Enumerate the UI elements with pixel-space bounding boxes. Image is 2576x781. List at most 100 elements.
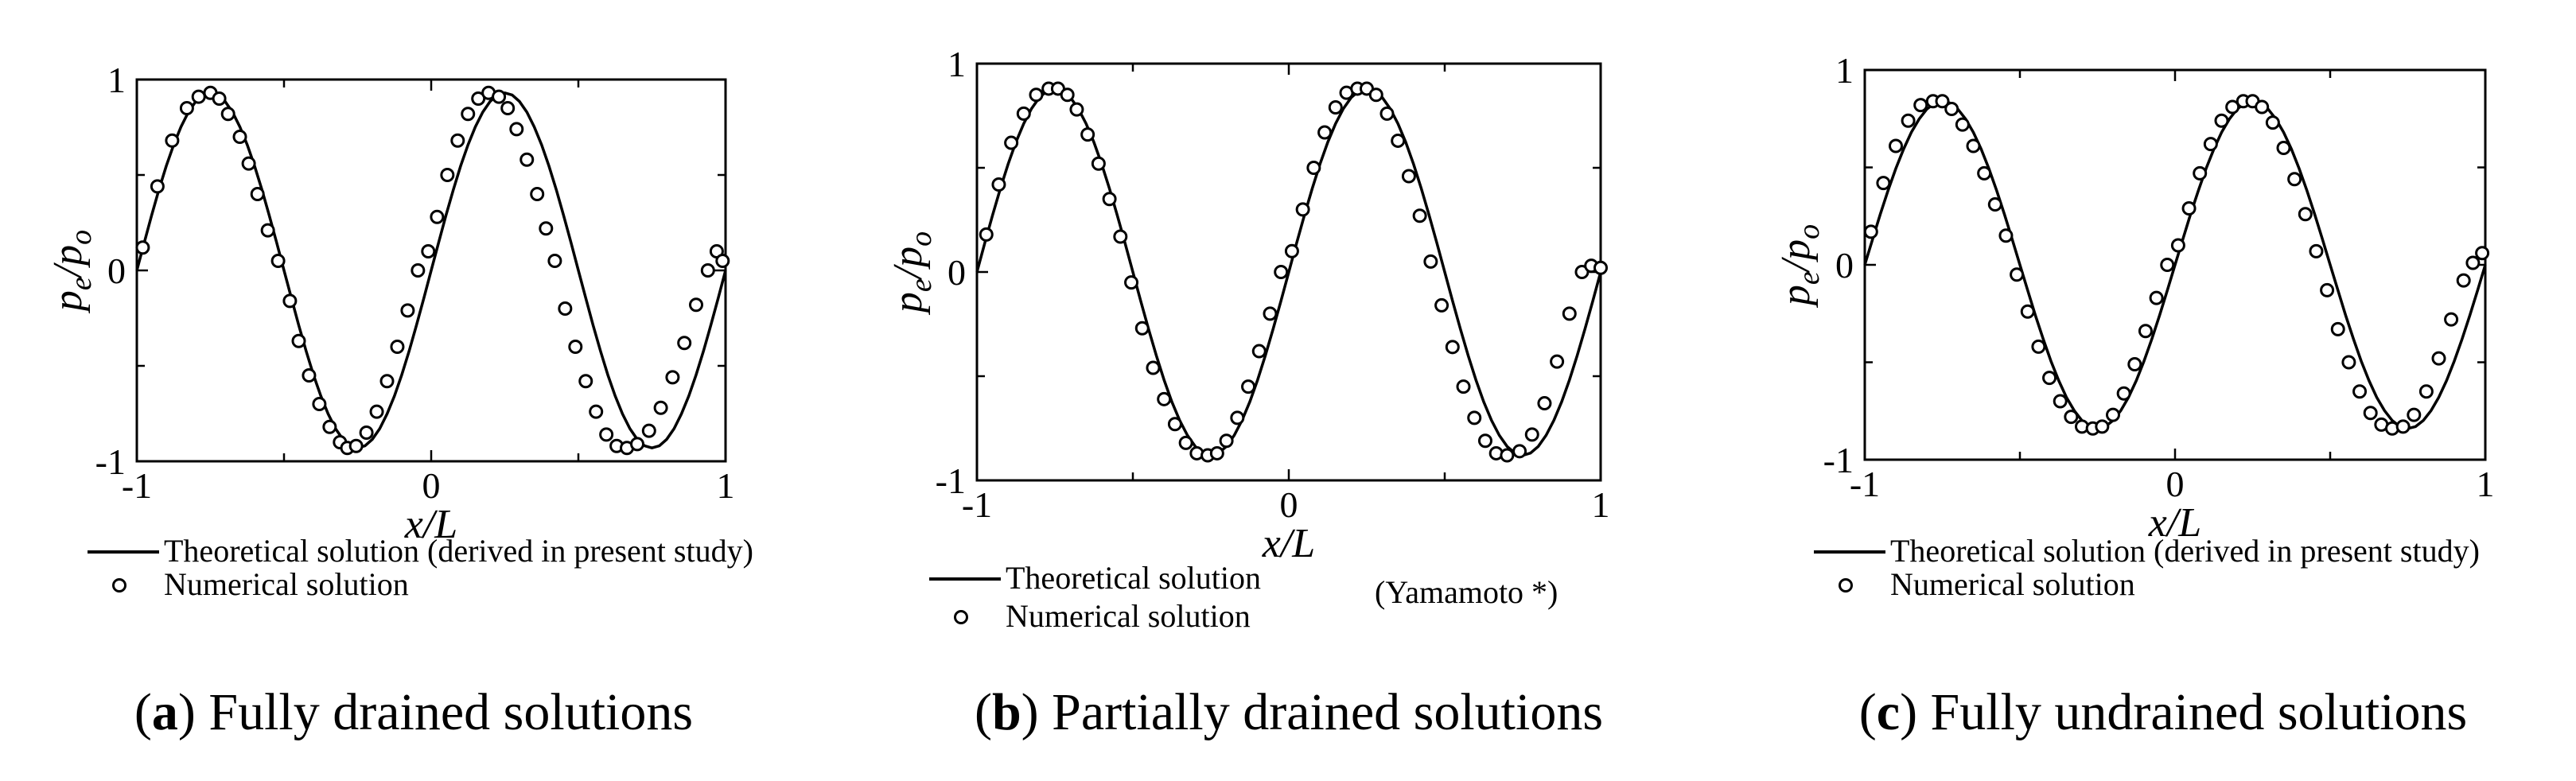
x-axis-label: x/L — [404, 502, 457, 547]
y-axis-label: pe/po — [1773, 224, 1826, 309]
y-tick-label: 0 — [1835, 245, 1854, 286]
numerical-point — [2031, 339, 2046, 354]
theoretical-line — [135, 91, 727, 450]
numerical-point — [539, 221, 554, 236]
numerical-point — [1477, 433, 1492, 449]
numerical-point — [2330, 321, 2345, 336]
numerical-point — [471, 91, 486, 106]
numerical-point — [700, 263, 715, 278]
chart-panel-b: -1 0 1 -1 0 1 x/L pe/po Theoretical solution Nume… — [859, 0, 1718, 781]
numerical-point — [2444, 312, 2459, 327]
numerical-point — [2042, 371, 2057, 386]
numerical-point — [1562, 306, 1577, 321]
numerical-point — [2127, 356, 2142, 371]
numerical-point — [1977, 165, 1992, 181]
numerical-point — [2352, 384, 2368, 399]
x-tick-label: 1 — [2477, 464, 2495, 504]
numerical-point — [589, 404, 604, 419]
numerical-point — [150, 179, 165, 194]
caption-label-c: c — [1876, 683, 1901, 741]
numerical-point — [2475, 246, 2490, 261]
numerical-point — [1219, 433, 1234, 449]
numerical-point — [641, 423, 656, 438]
numerical-point — [1230, 410, 1245, 425]
numerical-point — [2106, 407, 2120, 422]
numerical-point — [2116, 386, 2131, 401]
legend-theoretical-label: Theoretical solution (derived in present… — [1890, 533, 2480, 569]
numerical-point — [260, 223, 275, 238]
numerical-point — [461, 107, 476, 122]
numerical-point — [1955, 117, 1970, 132]
numerical-point — [715, 254, 730, 268]
numerical-point — [1295, 202, 1310, 217]
numerical-point — [1284, 243, 1299, 258]
caption-text-a: Fully drained solutions — [208, 683, 694, 741]
x-tick-label: 0 — [1280, 484, 1298, 525]
numerical-point — [2418, 384, 2434, 399]
numerical-point — [390, 340, 405, 354]
numerical-point — [1124, 275, 1139, 290]
numerical-point — [509, 122, 524, 137]
numerical-point — [991, 177, 1006, 192]
numerical-point — [165, 133, 180, 148]
numerical-point — [630, 437, 644, 452]
numerical-point — [2255, 99, 2270, 115]
numerical-point — [241, 156, 256, 171]
numerical-point — [212, 91, 227, 106]
numerical-point — [430, 209, 445, 224]
legend-marker-swatch — [954, 610, 968, 624]
numerical-point — [1412, 208, 1427, 223]
y-tick-label: -1 — [95, 441, 126, 482]
numerical-point — [2138, 324, 2153, 339]
numerical-point — [1306, 161, 1321, 175]
numerical-point — [1251, 344, 1267, 359]
numerical-point — [2203, 137, 2218, 152]
numerical-point — [2149, 290, 2164, 305]
numerical-point — [421, 244, 436, 258]
numerical-point — [1401, 169, 1416, 184]
numerical-point — [2010, 267, 2025, 282]
legend-extra-label: (Yamamoto *) — [1375, 574, 1558, 610]
numerical-point — [689, 297, 703, 313]
x-tick-label: 0 — [2166, 464, 2185, 504]
numerical-point — [1456, 379, 1471, 394]
numerical-point — [1134, 321, 1150, 336]
numerical-point — [348, 438, 364, 453]
numerical-point — [665, 370, 680, 385]
numerical-point — [1423, 254, 1438, 269]
numerical-point — [312, 397, 327, 411]
numerical-point — [1944, 102, 1959, 116]
numerical-point — [179, 101, 194, 115]
numerical-point — [1069, 102, 1084, 117]
x-tick-label: 1 — [717, 465, 735, 506]
numerical-point — [322, 419, 337, 434]
caption-label-b: b — [991, 683, 1021, 741]
numerical-point — [2214, 113, 2229, 128]
numerical-point — [492, 89, 507, 104]
numerical-point — [1091, 156, 1106, 171]
numerical-point — [1391, 133, 1406, 148]
numerical-point — [1379, 106, 1395, 121]
theoretical-line — [1863, 99, 2487, 430]
chart-c-svg: -1 0 1 -1 0 1 x/L pe/po Theoretical solution (de… — [1773, 50, 2495, 602]
numerical-point — [1178, 435, 1193, 450]
numerical-point — [2395, 419, 2411, 434]
numerical-point — [2407, 407, 2422, 422]
numerical-point — [2287, 172, 2302, 187]
numerical-point — [1209, 445, 1224, 460]
numerical-point — [2363, 406, 2378, 421]
numerical-point — [450, 133, 465, 148]
numerical-point — [1060, 87, 1075, 103]
caption-label-a: a — [151, 683, 178, 741]
x-tick-label: -1 — [962, 484, 992, 525]
numerical-point — [1368, 87, 1383, 103]
numerical-point — [1524, 427, 1539, 442]
numerical-point — [558, 301, 573, 316]
y-tick-label: -1 — [1823, 440, 1854, 480]
numerical-point — [2225, 99, 2240, 115]
numerical-point — [1317, 125, 1333, 140]
numerical-point — [1274, 265, 1289, 279]
legend-numerical-label: Numerical solution — [164, 566, 409, 602]
y-tick-label: 1 — [948, 44, 966, 84]
y-axis-label: pe/po — [885, 231, 938, 316]
